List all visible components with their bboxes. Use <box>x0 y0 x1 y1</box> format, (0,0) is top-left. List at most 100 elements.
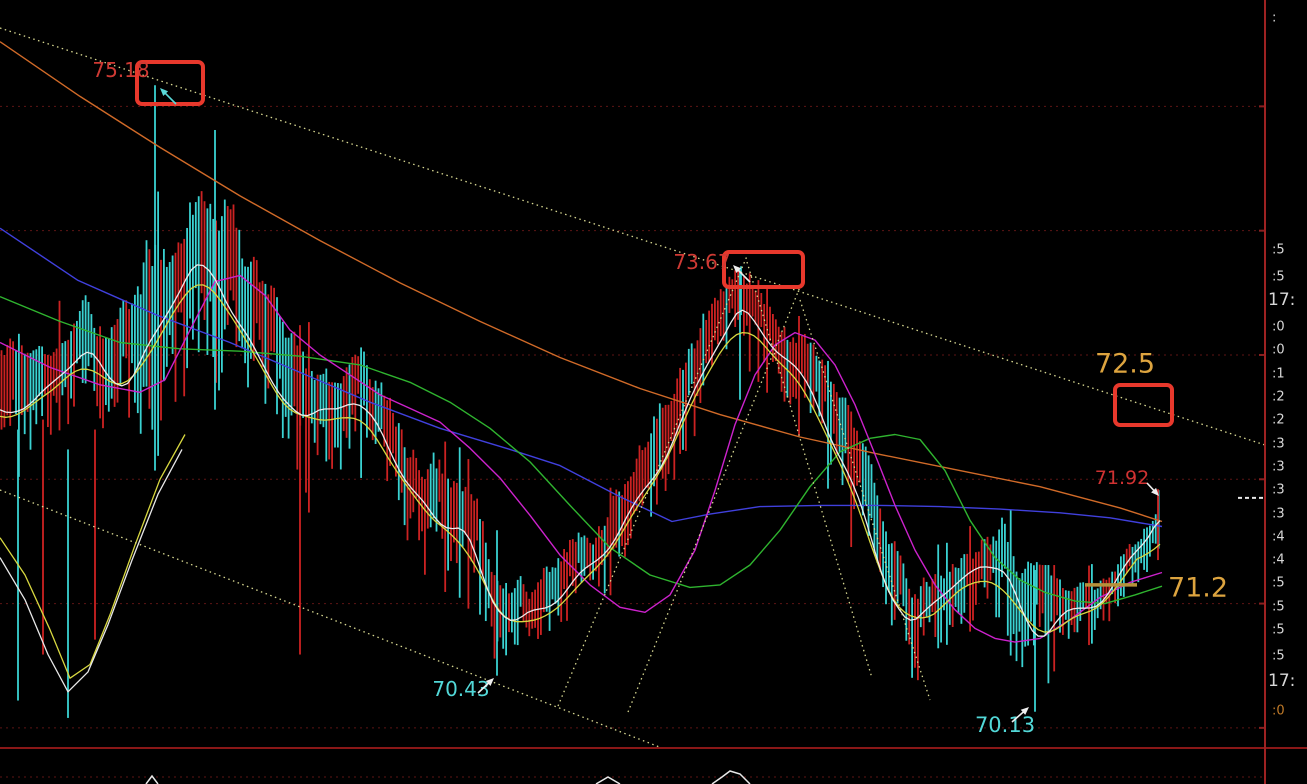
price-bar <box>969 526 971 632</box>
price-bar <box>925 581 928 617</box>
price-bar <box>467 459 470 609</box>
time-label-fragment: :4 <box>1272 530 1285 545</box>
price-bar <box>803 333 806 398</box>
highlight-box[interactable] <box>135 60 205 106</box>
price-bar <box>142 262 145 387</box>
price-bar <box>334 382 336 448</box>
price-bar <box>128 309 130 418</box>
price-bar <box>293 331 296 407</box>
price-bar <box>84 295 87 384</box>
price-bar <box>769 306 771 342</box>
price-bar <box>426 469 429 529</box>
price-bar <box>882 521 884 588</box>
price-bar <box>711 303 713 366</box>
price-bar <box>441 473 444 539</box>
price-annotation-label[interactable]: 73.67 <box>673 250 730 274</box>
ma-magenta <box>0 274 1163 643</box>
price-bar <box>325 368 328 462</box>
price-bar <box>609 487 612 596</box>
price-bar-spike <box>67 449 69 718</box>
price-bar <box>827 360 829 489</box>
time-label-fragment: :3 <box>1272 507 1285 522</box>
time-label-fragment: :1 <box>1272 367 1285 382</box>
price-bar <box>1067 590 1070 639</box>
price-bar <box>371 387 374 441</box>
highlight-box[interactable] <box>1113 383 1174 427</box>
price-bar <box>847 405 850 483</box>
price-bar <box>902 563 905 607</box>
price-bar <box>189 202 191 319</box>
price-annotation-label[interactable]: 70.13 <box>975 713 1035 737</box>
price-bar <box>392 412 394 454</box>
highlight-box[interactable] <box>722 250 805 289</box>
price-bar <box>357 356 360 394</box>
price-bar <box>690 343 693 385</box>
price-bar <box>1006 542 1009 636</box>
price-annotation-label[interactable]: 71.92 <box>1095 467 1149 489</box>
price-annotation-label[interactable]: 71.2 <box>1168 573 1228 604</box>
trendlines <box>0 27 1266 749</box>
price-annotation-label[interactable]: 70.43 <box>432 677 489 701</box>
price-bar <box>783 327 786 402</box>
time-label-fragment: :5 <box>1272 576 1285 591</box>
price-bar <box>772 314 774 362</box>
price-bar <box>551 567 554 600</box>
price-bar <box>632 472 635 515</box>
price-bar <box>337 383 339 448</box>
price-bar <box>763 304 766 363</box>
price-bar <box>502 588 505 649</box>
price-bar <box>93 327 96 391</box>
price-bar <box>386 400 389 482</box>
wedge-fall-line-b[interactable] <box>799 299 931 701</box>
price-bar <box>482 521 484 575</box>
price-bar <box>125 300 128 359</box>
price-bar <box>218 230 220 391</box>
price-bar <box>136 286 139 414</box>
price-bar <box>940 575 942 643</box>
price-bar <box>809 342 812 414</box>
price-bar <box>534 589 536 628</box>
price-bar <box>424 479 426 575</box>
wedge-rise-line-a[interactable] <box>557 255 748 707</box>
price-bar <box>812 344 815 410</box>
price-bar <box>1122 554 1125 597</box>
price-bar <box>885 531 887 605</box>
price-bar <box>421 476 423 532</box>
price-bar-spike <box>739 269 741 400</box>
channel-upper-line[interactable] <box>0 27 1266 446</box>
price-bar <box>206 208 209 355</box>
price-annotations: 75.18 73.67 72.5 71.92 71.2 70.43 70.13 <box>92 58 1228 737</box>
price-bar <box>516 579 519 646</box>
price-bar <box>1024 568 1027 647</box>
channel-lower-line[interactable] <box>0 489 663 749</box>
price-bar <box>403 447 406 526</box>
price-bar <box>571 539 574 586</box>
price-annotation-label[interactable]: 75.18 <box>92 58 149 82</box>
price-bar <box>163 248 165 382</box>
price-bar <box>107 338 110 412</box>
price-bar <box>331 382 333 469</box>
price-bar <box>731 279 734 309</box>
price-bar <box>1137 541 1140 583</box>
price-bar <box>281 321 284 439</box>
price-bar <box>989 544 992 581</box>
price-annotation-label[interactable]: 72.5 <box>1095 349 1155 380</box>
time-axis-labels: ::5:517::0:0:1:2:2:3:3:3:3:4:4:5:5:5:517… <box>1268 11 1295 719</box>
price-bar <box>273 287 275 353</box>
price-bar <box>9 338 12 426</box>
price-bar <box>934 574 937 638</box>
price-bar <box>1004 523 1006 569</box>
price-bar <box>67 339 70 425</box>
price-bar <box>470 494 473 562</box>
price-bar <box>1059 579 1061 633</box>
price-bar <box>287 337 290 439</box>
price-bar <box>221 216 223 373</box>
price-bar <box>748 273 751 372</box>
price-bar <box>835 392 838 455</box>
price-bar <box>600 530 603 565</box>
price-bar <box>513 588 516 645</box>
price-bar <box>818 360 821 417</box>
price-bar <box>29 353 32 450</box>
price-bar <box>229 209 232 291</box>
